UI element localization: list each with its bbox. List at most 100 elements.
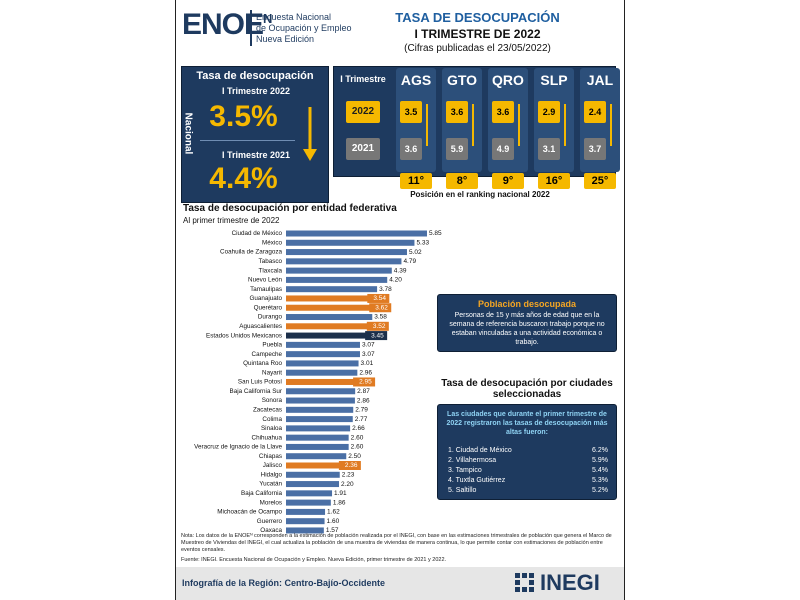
bar — [286, 471, 340, 478]
bar — [286, 490, 333, 497]
state-2022: 3.5 — [400, 101, 422, 123]
city-name: 4. Tuxtla Gutiérrez — [448, 477, 506, 484]
bar — [286, 276, 388, 283]
inegi-icon — [515, 573, 534, 592]
value-label: 2.87 — [357, 388, 370, 395]
logo-sup: N — [263, 11, 272, 26]
value-label: 3.07 — [362, 342, 375, 349]
category-label: Querétaro — [254, 304, 283, 311]
value-label: 2.50 — [348, 453, 361, 460]
value-label: 3.01 — [361, 360, 374, 367]
value-label: 3.78 — [379, 286, 392, 293]
cities-box — [437, 404, 617, 500]
value-label: 3.07 — [362, 351, 375, 358]
state-arrow — [610, 104, 612, 146]
state-2022: 2.9 — [538, 101, 560, 123]
title-block: TASA DE DESOCUPACIÓN I TRIMESTRE DE 2022… — [390, 10, 565, 54]
national-box — [181, 66, 329, 203]
down-arrow — [303, 107, 317, 161]
divider — [200, 140, 295, 141]
state-2021: 4.9 — [492, 138, 514, 160]
state-rank: 16° — [538, 173, 570, 189]
population-box — [437, 294, 617, 352]
state-name: GTO — [446, 72, 478, 88]
state-rank: 8° — [446, 173, 478, 189]
value-label-bg — [338, 461, 361, 470]
bar — [286, 341, 360, 348]
value-label: 2.96 — [359, 369, 372, 376]
city-name: 5. Saltillo — [448, 487, 477, 494]
value-label: 2.36 — [345, 462, 358, 469]
value-label-bg — [365, 331, 388, 341]
value-label: 2.77 — [355, 416, 368, 423]
value-label: 1.86 — [333, 499, 346, 506]
category-label: Michoacán de Ocampo — [217, 509, 282, 516]
category-label: Baja California — [241, 490, 282, 497]
chart-subtitle: Al primer trimestre de 2022 — [183, 216, 280, 225]
state-arrow — [472, 104, 474, 146]
category-label: Yucatán — [259, 481, 282, 488]
bar — [286, 443, 349, 450]
bar — [286, 434, 349, 441]
city-value: 5.9% — [592, 457, 608, 464]
bar — [286, 230, 427, 237]
category-label: Veracruz de Ignacio de la Llave — [194, 444, 282, 451]
states-header: I Trimestre — [340, 74, 386, 84]
category-label: Durango — [258, 314, 283, 321]
bar — [286, 304, 374, 311]
category-label: Tamaulipas — [250, 286, 282, 293]
category-label: Quintana Roo — [243, 360, 282, 367]
category-label: Coahuila de Zaragoza — [220, 249, 282, 256]
bar — [286, 314, 373, 321]
chart-title: Tasa de desocupación por entidad federat… — [183, 203, 397, 214]
category-label: Jalisco — [263, 462, 283, 469]
state-2021: 3.1 — [538, 138, 560, 160]
bar — [286, 481, 340, 488]
national-side: Nacional — [182, 112, 194, 155]
bar — [286, 369, 358, 376]
national-title: Tasa de desocupación — [196, 70, 314, 82]
value-label: 1.60 — [327, 518, 340, 525]
bar — [286, 462, 343, 469]
city-value: 5.3% — [592, 477, 608, 484]
category-label: Aguascalientes — [239, 323, 282, 330]
value-label: 2.60 — [351, 444, 364, 451]
bar — [286, 258, 402, 265]
bar — [286, 406, 354, 413]
value-label-bg — [366, 321, 389, 331]
bar — [286, 518, 325, 525]
state-rank: 9° — [492, 173, 524, 189]
state-2022: 3.6 — [492, 101, 514, 123]
year-2021: 2021 — [346, 138, 380, 160]
inegi-logo: INEGI — [540, 570, 600, 595]
bar — [286, 397, 355, 404]
value-label: 2.86 — [357, 397, 370, 404]
source: Fuente: INEGI. Encuesta Nacional de Ocup… — [181, 557, 447, 563]
value-label: 4.20 — [389, 277, 402, 284]
category-label: Tabasco — [259, 258, 283, 265]
bar — [286, 425, 351, 432]
category-label: Guanajuato — [249, 295, 282, 302]
year-2022: 2022 — [346, 101, 380, 123]
value-label-bg — [353, 377, 376, 387]
state-name: SLP — [540, 72, 568, 88]
value-label: 2.79 — [355, 407, 368, 414]
city-value: 5.2% — [592, 487, 608, 494]
city-name: 2. Villahermosa — [448, 457, 497, 464]
category-label: San Luis Potosí — [238, 379, 282, 386]
bar — [286, 508, 326, 515]
value-label: 3.52 — [373, 323, 386, 330]
value-label: 4.79 — [403, 258, 416, 265]
category-label: Estados Unidos Mexicanos — [206, 332, 282, 339]
category-label: Ciudad de México — [232, 230, 283, 237]
cities-intro: Las ciudades que durante el primer trime… — [446, 411, 608, 436]
bar — [286, 388, 356, 395]
bar — [286, 499, 331, 506]
cities-title: Tasa de desocupación por ciudades selecc… — [441, 378, 613, 400]
bar — [286, 378, 358, 385]
category-label: Oaxaca — [260, 527, 282, 534]
value-label: 5.02 — [409, 249, 422, 256]
rank-caption: Posición en el ranking nacional 2022 — [410, 190, 550, 199]
caption-line: Nueva Edición — [256, 34, 315, 44]
